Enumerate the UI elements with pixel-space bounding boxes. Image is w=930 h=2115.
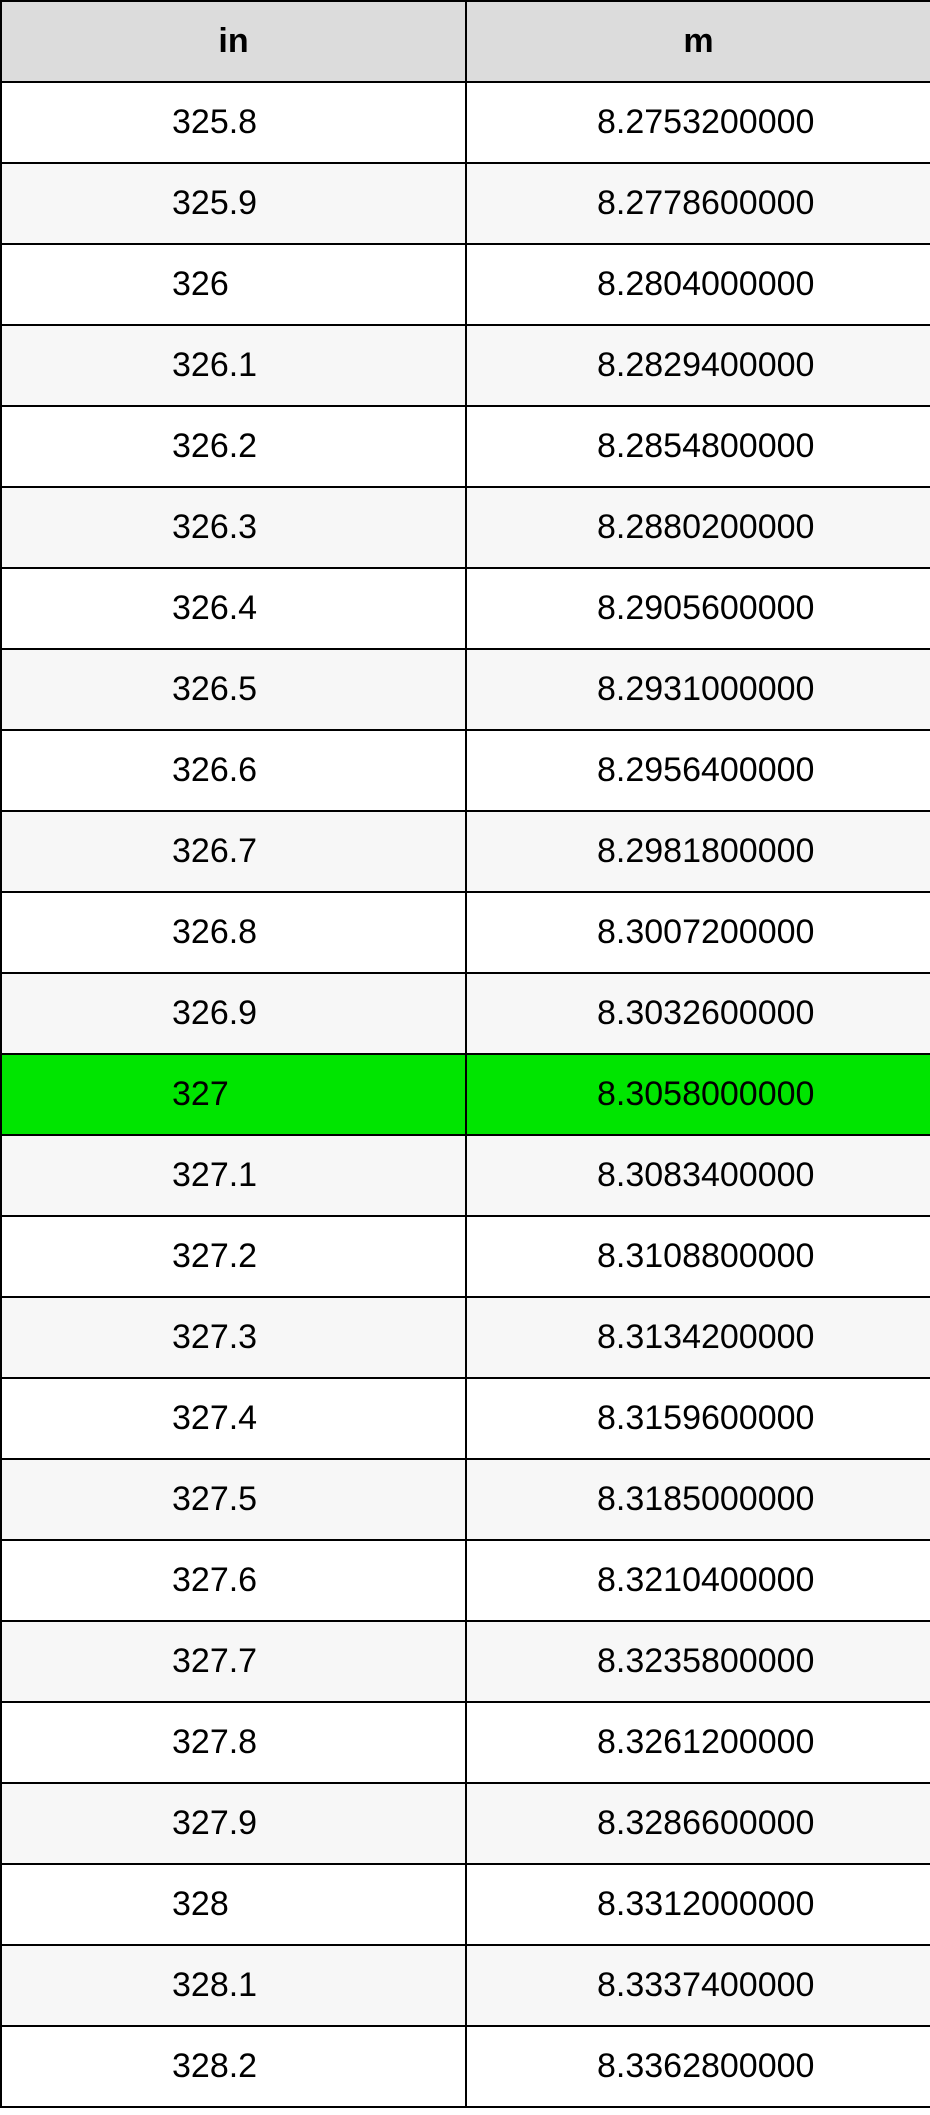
cell-in: 327.7 xyxy=(1,1621,466,1702)
cell-m: 8.3312000000 xyxy=(466,1864,930,1945)
cell-in: 326.9 xyxy=(1,973,466,1054)
table-row: 326.58.2931000000 xyxy=(1,649,930,730)
cell-in: 328.1 xyxy=(1,1945,466,2026)
cell-m: 8.3261200000 xyxy=(466,1702,930,1783)
cell-m: 8.2804000000 xyxy=(466,244,930,325)
table-row: 326.68.2956400000 xyxy=(1,730,930,811)
cell-m: 8.3286600000 xyxy=(466,1783,930,1864)
table-row: 327.58.3185000000 xyxy=(1,1459,930,1540)
cell-in: 327 xyxy=(1,1054,466,1135)
cell-in: 326.6 xyxy=(1,730,466,811)
table-row: 327.68.3210400000 xyxy=(1,1540,930,1621)
cell-m: 8.2956400000 xyxy=(466,730,930,811)
cell-m: 8.2829400000 xyxy=(466,325,930,406)
cell-in: 325.8 xyxy=(1,82,466,163)
cell-in: 326 xyxy=(1,244,466,325)
table-row: 3278.3058000000 xyxy=(1,1054,930,1135)
table-row: 327.98.3286600000 xyxy=(1,1783,930,1864)
cell-in: 326.1 xyxy=(1,325,466,406)
table-row: 325.98.2778600000 xyxy=(1,163,930,244)
cell-m: 8.3083400000 xyxy=(466,1135,930,1216)
table-row: 328.28.3362800000 xyxy=(1,2026,930,2107)
cell-m: 8.3159600000 xyxy=(466,1378,930,1459)
cell-in: 326.7 xyxy=(1,811,466,892)
cell-m: 8.2880200000 xyxy=(466,487,930,568)
cell-in: 327.3 xyxy=(1,1297,466,1378)
cell-in: 326.3 xyxy=(1,487,466,568)
cell-m: 8.2905600000 xyxy=(466,568,930,649)
cell-in: 328 xyxy=(1,1864,466,1945)
cell-m: 8.3108800000 xyxy=(466,1216,930,1297)
cell-m: 8.2931000000 xyxy=(466,649,930,730)
cell-in: 327.4 xyxy=(1,1378,466,1459)
table-row: 326.38.2880200000 xyxy=(1,487,930,568)
cell-m: 8.2854800000 xyxy=(466,406,930,487)
cell-m: 8.3362800000 xyxy=(466,2026,930,2107)
table-row: 327.48.3159600000 xyxy=(1,1378,930,1459)
cell-m: 8.3235800000 xyxy=(466,1621,930,1702)
col-header-m: m xyxy=(466,1,930,82)
col-header-in: in xyxy=(1,1,466,82)
cell-in: 327.6 xyxy=(1,1540,466,1621)
table-row: 326.88.3007200000 xyxy=(1,892,930,973)
table-row: 3268.2804000000 xyxy=(1,244,930,325)
cell-m: 8.2778600000 xyxy=(466,163,930,244)
conversion-table: in m 325.88.2753200000325.98.27786000003… xyxy=(0,0,930,2108)
cell-in: 327.1 xyxy=(1,1135,466,1216)
cell-in: 326.8 xyxy=(1,892,466,973)
cell-m: 8.3007200000 xyxy=(466,892,930,973)
cell-m: 8.3134200000 xyxy=(466,1297,930,1378)
table-row: 326.48.2905600000 xyxy=(1,568,930,649)
cell-m: 8.3337400000 xyxy=(466,1945,930,2026)
cell-m: 8.3032600000 xyxy=(466,973,930,1054)
table-row: 326.28.2854800000 xyxy=(1,406,930,487)
cell-m: 8.3210400000 xyxy=(466,1540,930,1621)
table-row: 326.18.2829400000 xyxy=(1,325,930,406)
cell-in: 325.9 xyxy=(1,163,466,244)
cell-in: 326.2 xyxy=(1,406,466,487)
cell-in: 327.2 xyxy=(1,1216,466,1297)
cell-in: 326.4 xyxy=(1,568,466,649)
cell-m: 8.2981800000 xyxy=(466,811,930,892)
table-row: 325.88.2753200000 xyxy=(1,82,930,163)
cell-in: 327.9 xyxy=(1,1783,466,1864)
table-row: 3288.3312000000 xyxy=(1,1864,930,1945)
cell-m: 8.3058000000 xyxy=(466,1054,930,1135)
cell-m: 8.3185000000 xyxy=(466,1459,930,1540)
table-header-row: in m xyxy=(1,1,930,82)
cell-m: 8.2753200000 xyxy=(466,82,930,163)
table-row: 327.38.3134200000 xyxy=(1,1297,930,1378)
cell-in: 327.5 xyxy=(1,1459,466,1540)
cell-in: 328.2 xyxy=(1,2026,466,2107)
table-row: 327.78.3235800000 xyxy=(1,1621,930,1702)
table-row: 327.88.3261200000 xyxy=(1,1702,930,1783)
table-row: 327.28.3108800000 xyxy=(1,1216,930,1297)
table-row: 326.98.3032600000 xyxy=(1,973,930,1054)
table-row: 328.18.3337400000 xyxy=(1,1945,930,2026)
table-row: 327.18.3083400000 xyxy=(1,1135,930,1216)
cell-in: 326.5 xyxy=(1,649,466,730)
cell-in: 327.8 xyxy=(1,1702,466,1783)
table-row: 326.78.2981800000 xyxy=(1,811,930,892)
